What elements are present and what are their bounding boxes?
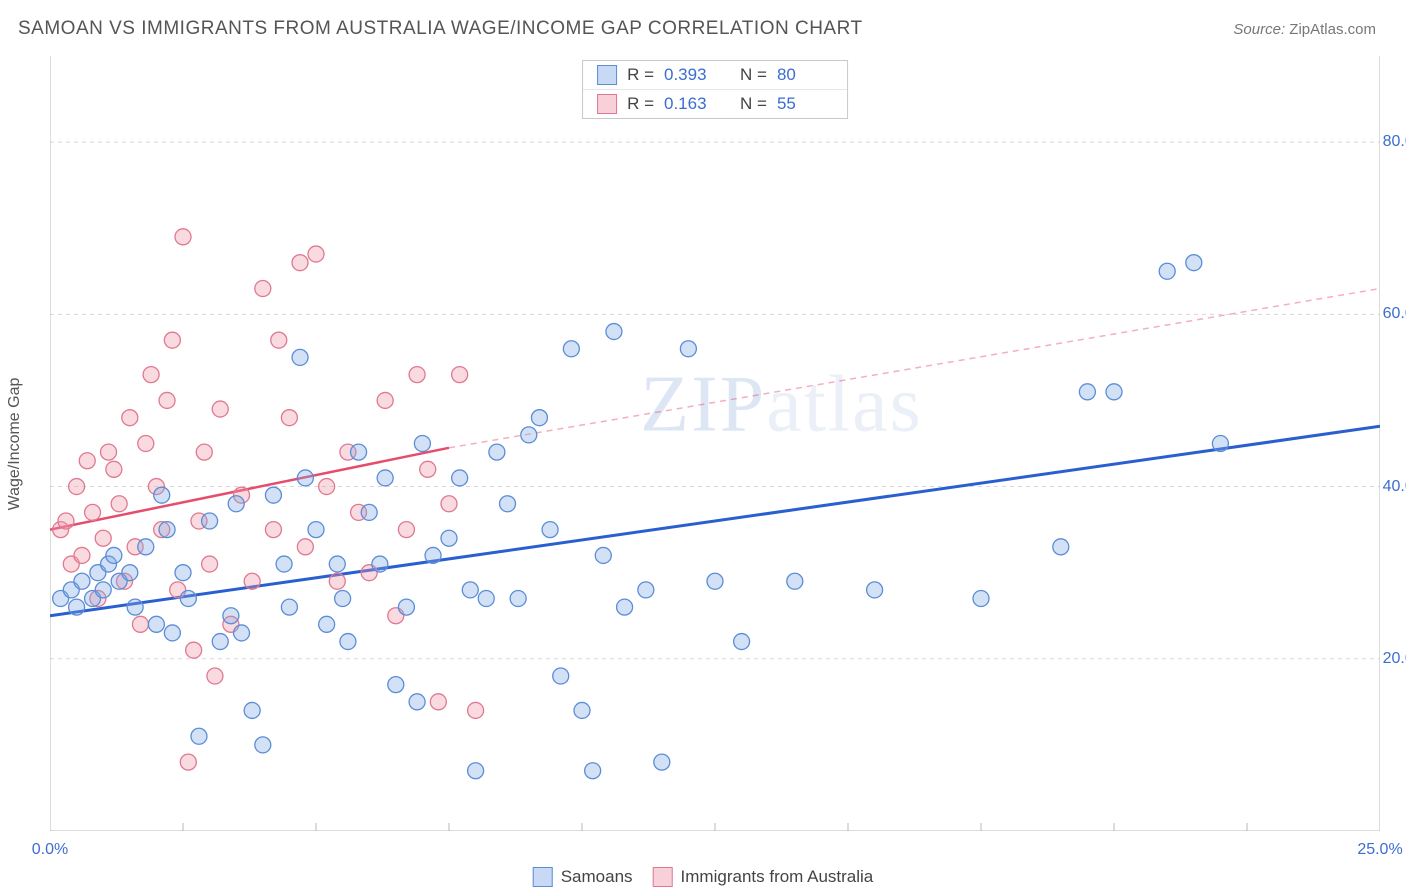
stat-r-value: 0.163 (664, 94, 720, 114)
stats-legend: R = 0.393 N = 80 R = 0.163 N = 55 (582, 60, 848, 119)
stat-n-value: 80 (777, 65, 833, 85)
legend-swatch (597, 94, 617, 114)
x-tick-label: 25.0% (1357, 841, 1402, 859)
y-axis-label: Wage/Income Gap (6, 377, 24, 510)
stat-n-value: 55 (777, 94, 833, 114)
legend-label: Immigrants from Australia (681, 867, 874, 887)
y-tick-label: 20.0% (1383, 650, 1406, 668)
legend-swatch (533, 867, 553, 887)
legend-swatch (597, 65, 617, 85)
stat-n-label: N = (740, 94, 767, 114)
source-value: ZipAtlas.com (1289, 21, 1376, 38)
stat-r-label: R = (627, 94, 654, 114)
stats-legend-row: R = 0.163 N = 55 (583, 89, 847, 118)
legend-item: Samoans (533, 867, 633, 887)
stat-r-value: 0.393 (664, 65, 720, 85)
legend-label: Samoans (561, 867, 633, 887)
legend-item: Immigrants from Australia (653, 867, 874, 887)
chart-area: Wage/Income Gap ZIPatlas R =0.393N =80R … (50, 56, 1380, 831)
chart-title: SAMOAN VS IMMIGRANTS FROM AUSTRALIA WAGE… (18, 18, 863, 40)
chart-source: Source: ZipAtlas.com (1233, 21, 1376, 38)
chart-header: SAMOAN VS IMMIGRANTS FROM AUSTRALIA WAGE… (0, 0, 1406, 50)
x-tick-label: 0.0% (32, 841, 68, 859)
y-tick-label: 60.0% (1383, 305, 1406, 323)
y-tick-label: 40.0% (1383, 478, 1406, 496)
y-tick-label: 80.0% (1383, 133, 1406, 151)
stat-r-label: R = (627, 65, 654, 85)
scatter-plot (50, 56, 1380, 831)
source-label: Source: (1233, 21, 1285, 38)
stats-legend-row: R = 0.393 N = 80 (583, 61, 847, 89)
legend-swatch (653, 867, 673, 887)
series-legend: Samoans Immigrants from Australia (533, 867, 874, 887)
stat-n-label: N = (740, 65, 767, 85)
